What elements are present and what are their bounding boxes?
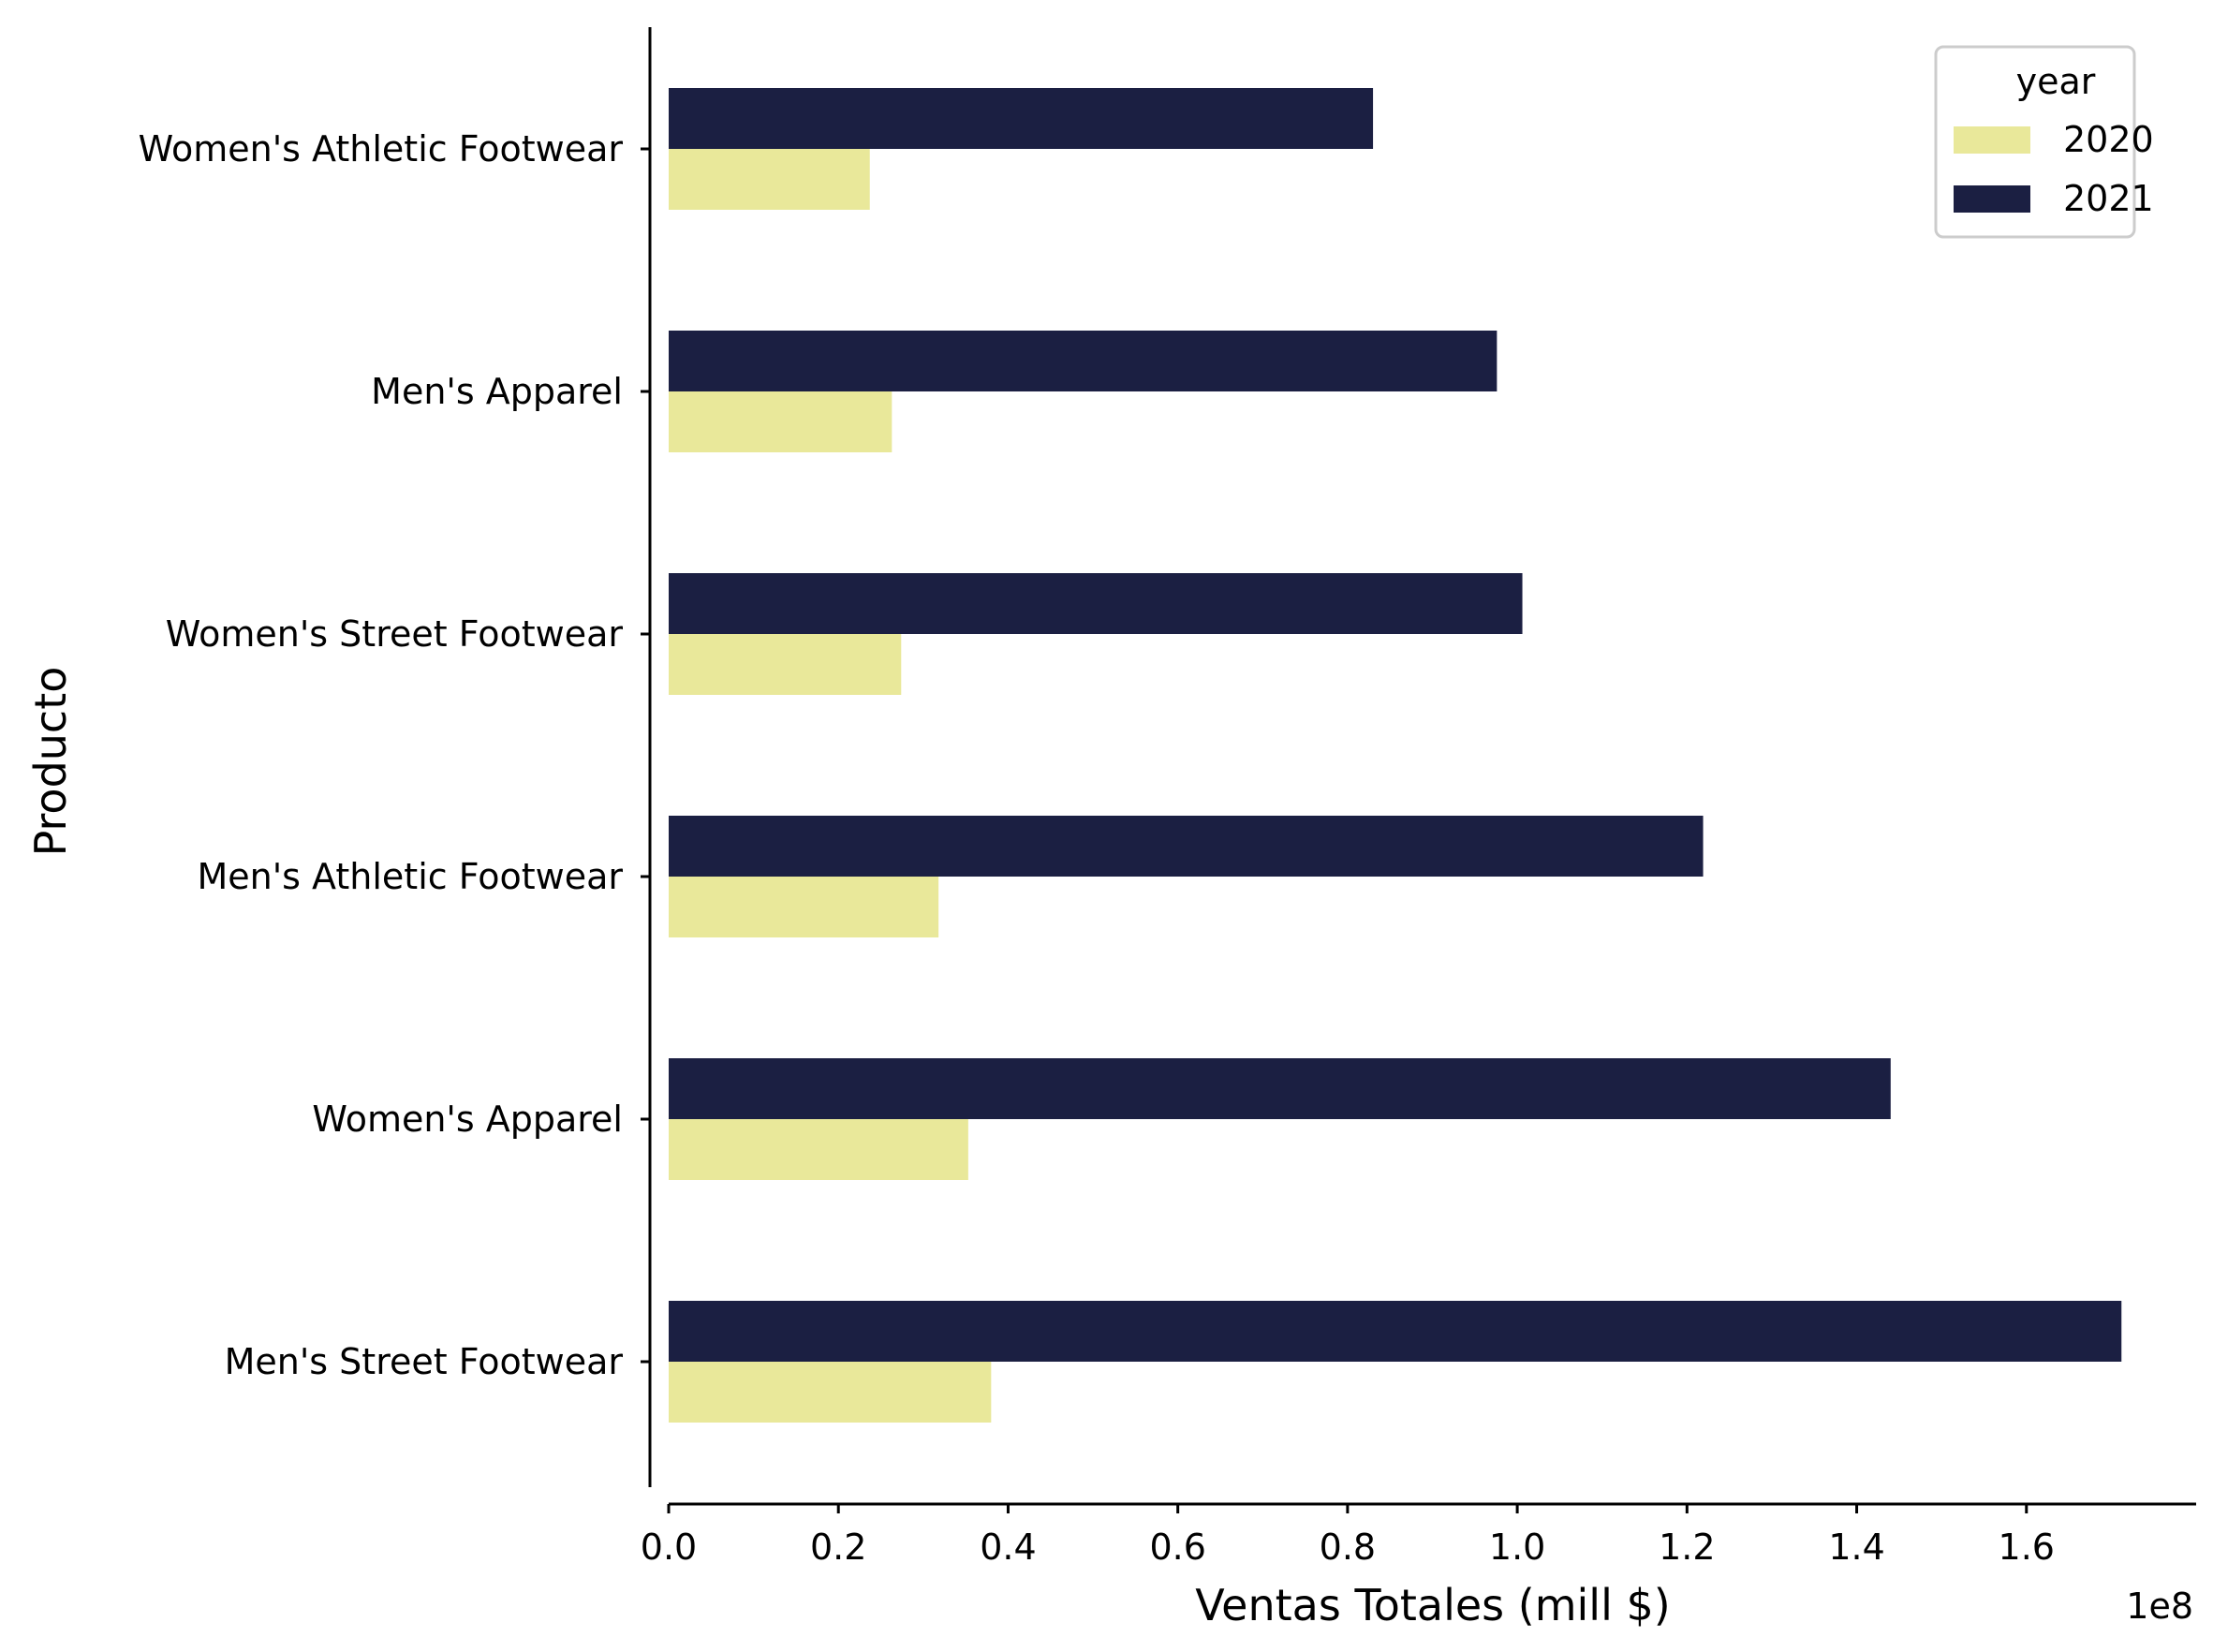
x-tick-label: 1.4: [1828, 1527, 1884, 1568]
legend-label-2020: 2020: [2063, 119, 2154, 160]
y-ticks-group: Women's Athletic Footwear Men's Apparel Wo…: [139, 128, 650, 1382]
bar-2021-men-s-athletic-footwear: [669, 816, 1704, 877]
y-axis-title: Producto: [25, 667, 76, 857]
bar-2020-women-s-street-footwear: [669, 634, 902, 695]
x-tick-label: 0.6: [1149, 1527, 1205, 1568]
legend-label-2021: 2021: [2063, 178, 2154, 219]
x-tick-label: 0.8: [1320, 1527, 1376, 1568]
bar-2020-men-s-athletic-footwear: [669, 877, 939, 937]
y-tick-label: Women's Athletic Footwear: [139, 128, 624, 170]
bar-2021-men-s-street-footwear: [669, 1301, 2122, 1362]
bar-2020-women-s-apparel: [669, 1119, 968, 1180]
legend: year 2020 2021: [1934, 45, 2154, 239]
y-tick-label: Men's Street Footwear: [225, 1341, 624, 1382]
x-tick-label: 1.2: [1659, 1527, 1715, 1568]
y-tick-label: Men's Athletic Footwear: [197, 856, 623, 897]
bar-2020-men-s-street-footwear: [669, 1362, 992, 1423]
x-offset-label: 1e8: [2126, 1586, 2193, 1627]
legend-title: year: [2016, 61, 2096, 102]
bars-group: [669, 88, 2122, 1423]
y-tick-label: Women's Street Footwear: [166, 613, 624, 655]
y-tick-label: Men's Apparel: [371, 371, 623, 412]
x-ticks-group: 0.0 0.2 0.4 0.6 0.8 1.0 1.2 1.4 1.6: [641, 1504, 2055, 1568]
legend-swatch-2021: [1954, 185, 2030, 213]
y-tick-label: Women's Apparel: [312, 1099, 623, 1140]
x-tick-label: 0.2: [810, 1527, 866, 1568]
bar-2021-men-s-apparel: [669, 331, 1497, 391]
bar-2021-women-s-apparel: [669, 1058, 1891, 1119]
x-tick-label: 1.0: [1489, 1527, 1545, 1568]
bar-2021-women-s-street-footwear: [669, 573, 1523, 634]
bar-2020-women-s-athletic-footwear: [669, 149, 870, 210]
bar-2021-women-s-athletic-footwear: [669, 88, 1374, 149]
legend-swatch-2020: [1954, 126, 2030, 154]
x-tick-label: 0.4: [980, 1527, 1036, 1568]
x-tick-label: 0.0: [641, 1527, 697, 1568]
bar-2020-men-s-apparel: [669, 391, 893, 452]
x-tick-label: 1.6: [1999, 1527, 2055, 1568]
x-axis-title: Ventas Totales (mill $): [1195, 1580, 1670, 1630]
